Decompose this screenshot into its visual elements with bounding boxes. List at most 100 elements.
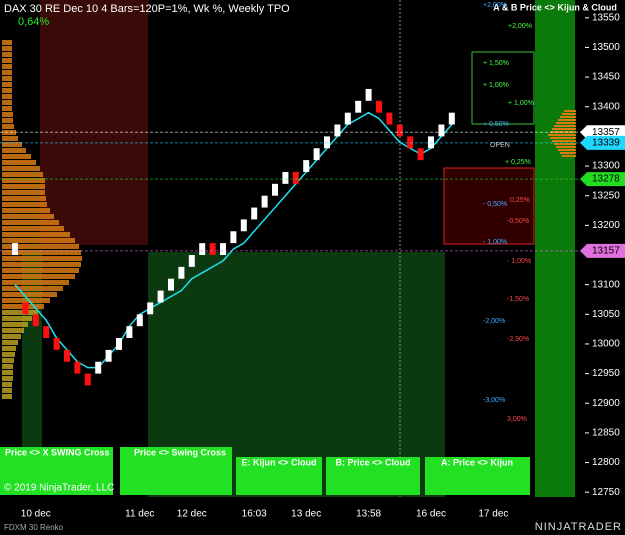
renko-brick [334,124,341,137]
tpo-profile [562,155,576,157]
renko-brick [178,266,185,279]
price-marker [580,125,625,140]
renko-brick [251,207,258,220]
tpo-profile [550,137,576,139]
tpo-profile [2,124,14,129]
signal-button-label[interactable]: Price <> X SWING Cross [5,447,110,457]
renko-brick [303,160,310,172]
x-tick-label: 16 dec [416,509,446,520]
tpo-profile [2,64,12,69]
y-tick-label: 12750 [592,487,620,498]
tpo-profile [2,148,26,153]
x-tick-label: 13 dec [291,509,321,520]
x-tick-label: 16:03 [242,509,267,520]
tpo-profile [558,149,576,151]
signal-button-label[interactable]: A: Price <> Kijun [441,457,513,467]
tpo-profile [2,274,75,279]
tpo-profile [2,244,79,249]
price-marker-label: 13157 [592,245,620,256]
percent-label: OPEN [490,142,510,149]
tpo-profile [2,328,24,333]
tpo-profile [2,214,54,219]
chart-title: DAX 30 RE Dec 10 4 Bars=120P=1%, Wk %, W… [4,3,290,15]
renko-brick [199,243,206,255]
y-tick-label: 13500 [592,42,620,53]
tpo-profile [2,310,38,315]
percent-label: - 0,50% [483,201,507,208]
renko-brick [396,124,403,137]
corner-note: A & B Price <> Kijun & Cloud [493,2,617,12]
renko-brick [344,112,351,125]
tpo-profile [2,202,47,207]
tpo-profile [2,292,57,297]
tpo-profile [2,232,70,237]
percent-label: -2,90% [507,336,529,343]
tpo-profile [560,152,576,154]
tpo-profile [2,220,59,225]
footer [0,510,625,535]
tpo-profile [2,52,12,57]
percent-label: + 1,00% [483,82,509,89]
tpo-profile [562,113,576,115]
tpo-profile [2,100,12,105]
signal-button[interactable] [0,447,113,495]
renko-brick [407,136,414,149]
tpo-profile [558,119,576,121]
signal-button-label[interactable]: Price <> Swing Cross [134,447,226,457]
tpo-profile [554,143,576,145]
tpo-profile [2,382,12,387]
tpo-profile [2,358,14,363]
tpo-profile [2,82,12,87]
tpo-profile [2,136,18,141]
renko-brick [438,124,445,137]
tpo-profile [2,172,43,177]
renko-brick [95,361,102,374]
signal-button[interactable] [236,457,322,495]
renko-brick [209,243,216,255]
signal-button-label[interactable]: E: Kijun <> Cloud [241,457,316,467]
renko-brick [84,373,91,386]
tpo-profile [2,76,12,81]
tpo-profile [2,352,15,357]
tpo-profile [556,122,576,124]
renko-brick [365,88,372,101]
signal-button[interactable] [425,457,530,495]
brand: NINJATRADER [535,521,622,533]
signal-button[interactable] [326,457,420,495]
tpo-profile [2,250,81,255]
tpo-profile [564,110,576,112]
percent-label: - 1,00% [483,239,507,246]
renko-brick [448,112,455,125]
signal-button-label[interactable]: B: Price <> Cloud [335,457,410,467]
renko-brick [126,326,133,339]
y-tick-label: 12950 [592,368,620,379]
y-tick-label: 13400 [592,101,620,112]
renko-brick [261,195,268,208]
renko-brick [53,338,60,350]
renko-brick [220,243,226,255]
price-marker [580,243,625,258]
x-tick-label: 13:58 [356,509,381,520]
zone-green-right [535,0,575,497]
tpo-profile [2,40,12,45]
tpo-profile [560,116,576,118]
y-tick-label: 12800 [592,457,620,468]
percent-label: 3,00% [507,416,527,423]
target-box [443,167,535,245]
price-marker-label: 13339 [592,138,620,149]
percent-label: -1,50% [507,296,529,303]
tpo-profile [2,388,12,393]
renko-brick [12,243,18,255]
y-tick-label: 13200 [592,220,620,231]
target-box [471,51,535,125]
instrument: FDXM 30 Renko [4,523,64,532]
signal-button[interactable] [120,447,232,495]
tpo-profile [2,376,13,381]
tpo-profile [2,238,75,243]
percent-label: 0,25% [510,197,530,204]
tpo-profile [2,268,79,273]
renko-brick [324,136,330,149]
percent-label: - 1,00% [507,258,531,265]
tpo-profile [2,316,32,321]
